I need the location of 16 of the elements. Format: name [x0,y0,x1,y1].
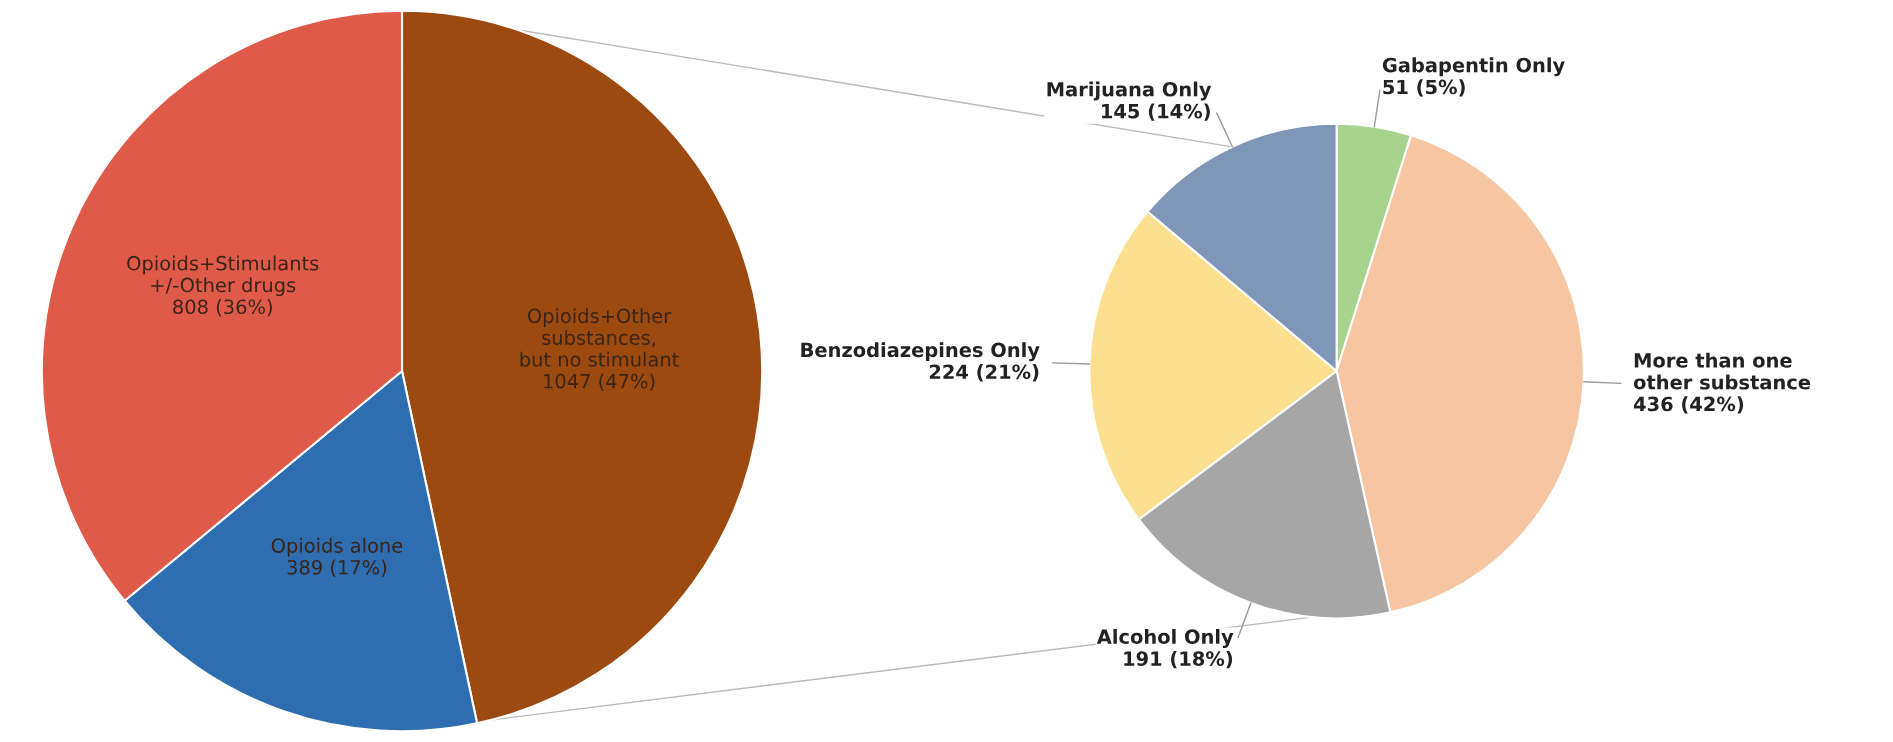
data-label: 51 (5%) [1383,79,1465,97]
slice-label: Benzodiazepines Only [801,342,1040,362]
data-label: 389 (17%) [287,559,387,577]
slice-label: Opioids alone [271,537,403,557]
data-label: 145 (14%) [1102,103,1210,121]
slice-label: More than one other substance [1633,352,1811,390]
slice-label: Opioids+Stimulants +/-Other drugs [127,255,319,297]
data-label: 808 (36%) [173,299,272,317]
slice-label: Gabapentin Only [1382,57,1565,77]
slice-label: Marijuana Only [1047,81,1212,101]
data-label: 1047 (47%) [544,373,655,391]
slice-label: Opioids+Other substances, but no stimulant [520,308,679,367]
slice-label: Alcohol Only [1096,628,1234,648]
data-label: 436 (42%) [1633,396,1744,414]
data-label: 191 (18%) [1124,650,1233,669]
data-label: 224 (21%) [929,364,1039,382]
